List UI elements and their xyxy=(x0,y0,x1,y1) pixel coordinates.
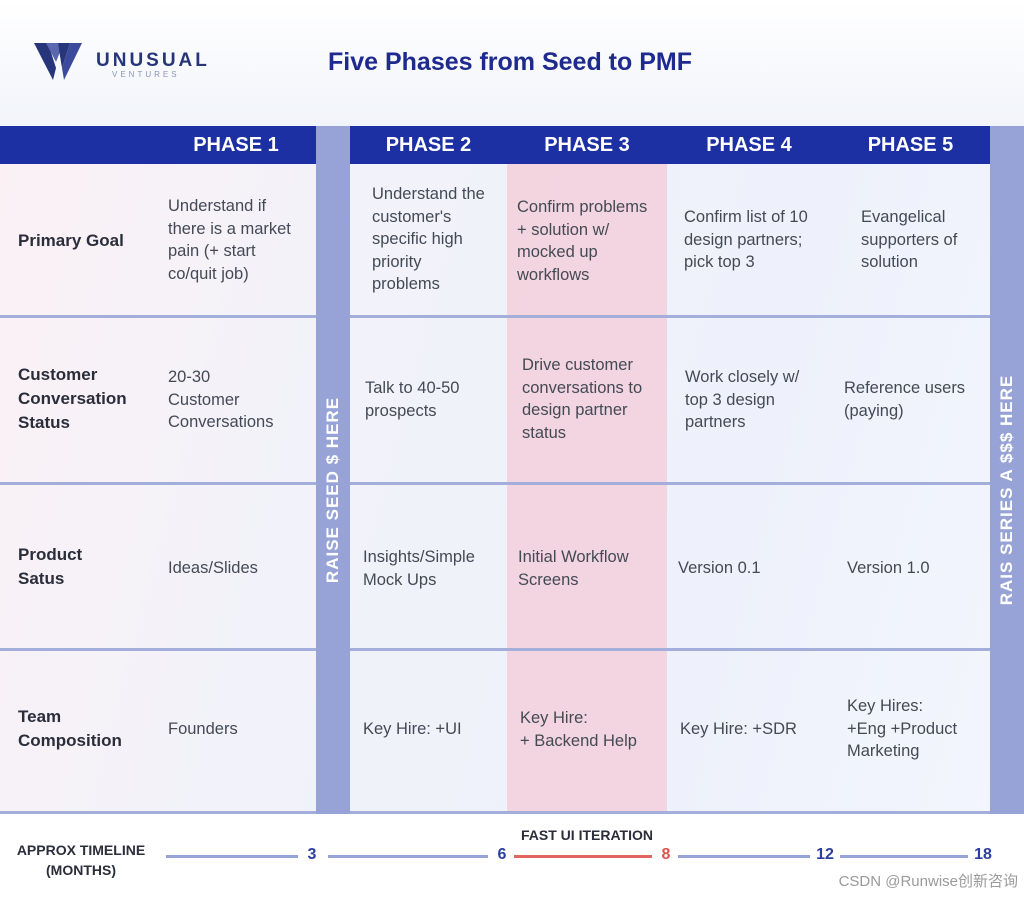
cell-product-status-phase-2: Insights/Simple Mock Ups xyxy=(363,548,475,589)
timeline-label: APPROX TIMELINE (MONTHS) xyxy=(16,842,146,878)
timeline-segment-fast-ui xyxy=(514,855,652,858)
row-divider xyxy=(350,811,990,814)
phase-header-bar xyxy=(0,126,316,164)
cell-product-status-phase-3: Initial Workflow Screens xyxy=(518,548,629,589)
cell-customer-conversation-phase-5: Reference users (paying) xyxy=(844,379,966,420)
cell-product-status-phase-4: Version 0.1 xyxy=(678,559,761,577)
unusual-ventures-logo-icon xyxy=(34,43,82,80)
phase-4-header: PHASE 4 xyxy=(706,134,792,156)
timeline-segment xyxy=(166,855,298,858)
cell-customer-conversation-phase-1: 20-30 Customer Conversations xyxy=(168,368,274,431)
phase-1-header: PHASE 1 xyxy=(193,134,279,156)
row-divider xyxy=(350,482,990,485)
cell-team-composition-phase-5: Key Hires: +Eng +Product Marketing xyxy=(847,697,958,760)
cell-team-composition-phase-3: Key Hire: + Backend Help xyxy=(520,709,637,750)
raise-series-a-bar xyxy=(990,126,1024,814)
timeline-segment xyxy=(840,855,968,858)
row-divider xyxy=(350,315,990,318)
timeline-mark-12: 12 xyxy=(816,846,834,863)
cell-primary-goal-phase-5: Evangelical supporters of solution xyxy=(861,208,958,271)
cell-team-composition-phase-2: Key Hire: +UI xyxy=(363,720,462,738)
cell-primary-goal-phase-3: Confirm problems + solution w/ mocked up… xyxy=(517,198,648,284)
header-background xyxy=(0,0,1024,126)
timeline-mark-8: 8 xyxy=(661,846,671,863)
timeline-segment xyxy=(328,855,488,858)
cell-primary-goal-phase-1: Understand if there is a market pain (+ … xyxy=(168,197,291,283)
row-label-customer-conversation-status: Customer Conversation Status xyxy=(18,365,127,432)
row-label-product-status: Product Satus xyxy=(18,545,83,588)
row-divider xyxy=(0,315,316,318)
cell-customer-conversation-phase-2: Talk to 40-50 prospects xyxy=(365,379,460,420)
raise-series-a-label: RAIS SERIES A $$$ HERE xyxy=(997,374,1016,606)
timeline-segment xyxy=(678,855,810,858)
cell-product-status-phase-1: Ideas/Slides xyxy=(168,559,258,577)
raise-seed-bar xyxy=(316,126,350,814)
logo-subtitle: VENTURES xyxy=(112,70,180,79)
timeline-mark-3: 3 xyxy=(307,846,317,863)
page-title: Five Phases from Seed to PMF xyxy=(328,48,692,76)
cell-primary-goal-phase-2: Understand the customer's specific high … xyxy=(372,185,485,293)
phase-header-bar xyxy=(350,126,990,164)
cell-product-status-phase-5: Version 1.0 xyxy=(847,559,930,577)
row-label-primary-goal: Primary Goal xyxy=(18,231,124,250)
cell-customer-conversation-phase-3: Drive customer conversations to design p… xyxy=(522,356,643,442)
row-divider xyxy=(0,648,316,651)
watermark: CSDN @Runwise创新咨询 xyxy=(838,873,1018,890)
logo-name: UNUSUAL xyxy=(96,50,210,71)
phase-3-header: PHASE 3 xyxy=(544,134,630,156)
cell-primary-goal-phase-4: Confirm list of 10 design partners; pick… xyxy=(684,208,808,271)
timeline-mark-18: 18 xyxy=(974,846,992,863)
timeline-mark-6: 6 xyxy=(497,846,507,863)
row-label-team-composition: Team Composition xyxy=(18,707,122,750)
row-divider xyxy=(0,482,316,485)
row-divider xyxy=(350,648,990,651)
phase-5-header: PHASE 5 xyxy=(867,134,954,156)
raise-seed-label: RAISE SEED $ HERE xyxy=(323,396,342,584)
cell-team-composition-phase-1: Founders xyxy=(168,720,238,738)
fast-ui-iteration-label: FAST UI ITERATION xyxy=(521,827,653,843)
row-divider xyxy=(0,811,316,814)
cell-team-composition-phase-4: Key Hire: +SDR xyxy=(680,720,797,738)
phase-3-highlight xyxy=(507,164,667,814)
phase-2-header: PHASE 2 xyxy=(385,134,472,156)
cell-customer-conversation-phase-4: Work closely w/ top 3 design partners xyxy=(685,368,800,431)
